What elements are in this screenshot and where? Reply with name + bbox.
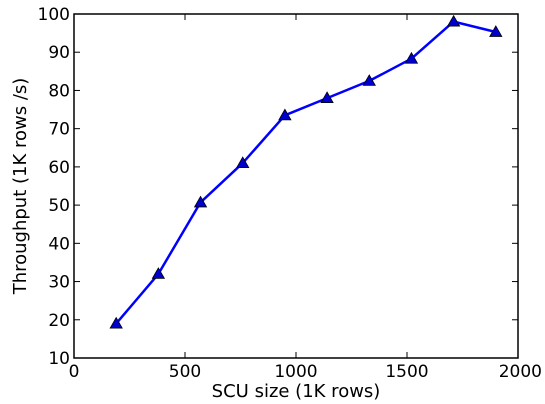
y-tick-label: 10 (48, 349, 70, 369)
x-axis-ticks: 0 500 1000 1500 2000 (69, 14, 542, 382)
y-tick-label: 100 (38, 5, 70, 25)
y-tick-label: 80 (48, 81, 70, 101)
y-axis-ticks: 10 20 30 40 50 60 70 80 90 100 (38, 5, 518, 369)
y-tick-label: 70 (48, 120, 70, 140)
x-tick-label: 0 (69, 362, 80, 382)
y-tick-label: 40 (48, 234, 70, 254)
y-tick-label: 30 (48, 273, 70, 293)
plot-area (73, 13, 519, 359)
y-axis-label: Throughput (1K rows /s) (10, 78, 31, 296)
data-point-marker (236, 156, 250, 168)
data-point-marker (489, 25, 503, 37)
x-tick-label: 1000 (274, 362, 317, 382)
data-point-marker (362, 74, 376, 86)
y-tick-label: 20 (48, 311, 70, 331)
data-point-marker (320, 91, 334, 103)
x-tick-label: 2000 (499, 362, 542, 382)
y-tick-label: 90 (48, 43, 70, 63)
data-point-marker (446, 14, 461, 27)
x-axis-label: SCU size (1K rows) (212, 381, 381, 402)
x-tick-label: 500 (169, 362, 201, 382)
data-point-marker (151, 267, 166, 279)
data-point-marker (109, 316, 123, 329)
series-layer (109, 14, 503, 329)
x-tick-label: 1500 (385, 362, 428, 382)
data-point-marker (278, 108, 292, 121)
data-point-marker (404, 51, 419, 64)
series-line (115, 20, 497, 325)
y-tick-label: 50 (48, 196, 70, 216)
y-tick-label: 60 (48, 158, 70, 178)
data-point-marker (193, 195, 208, 208)
